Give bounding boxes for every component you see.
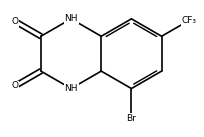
Text: Br: Br — [126, 114, 136, 123]
Text: O: O — [12, 81, 19, 90]
Text: CF₃: CF₃ — [181, 16, 196, 25]
Text: O: O — [12, 17, 19, 26]
Text: NH: NH — [64, 84, 78, 93]
Text: NH: NH — [64, 14, 78, 23]
